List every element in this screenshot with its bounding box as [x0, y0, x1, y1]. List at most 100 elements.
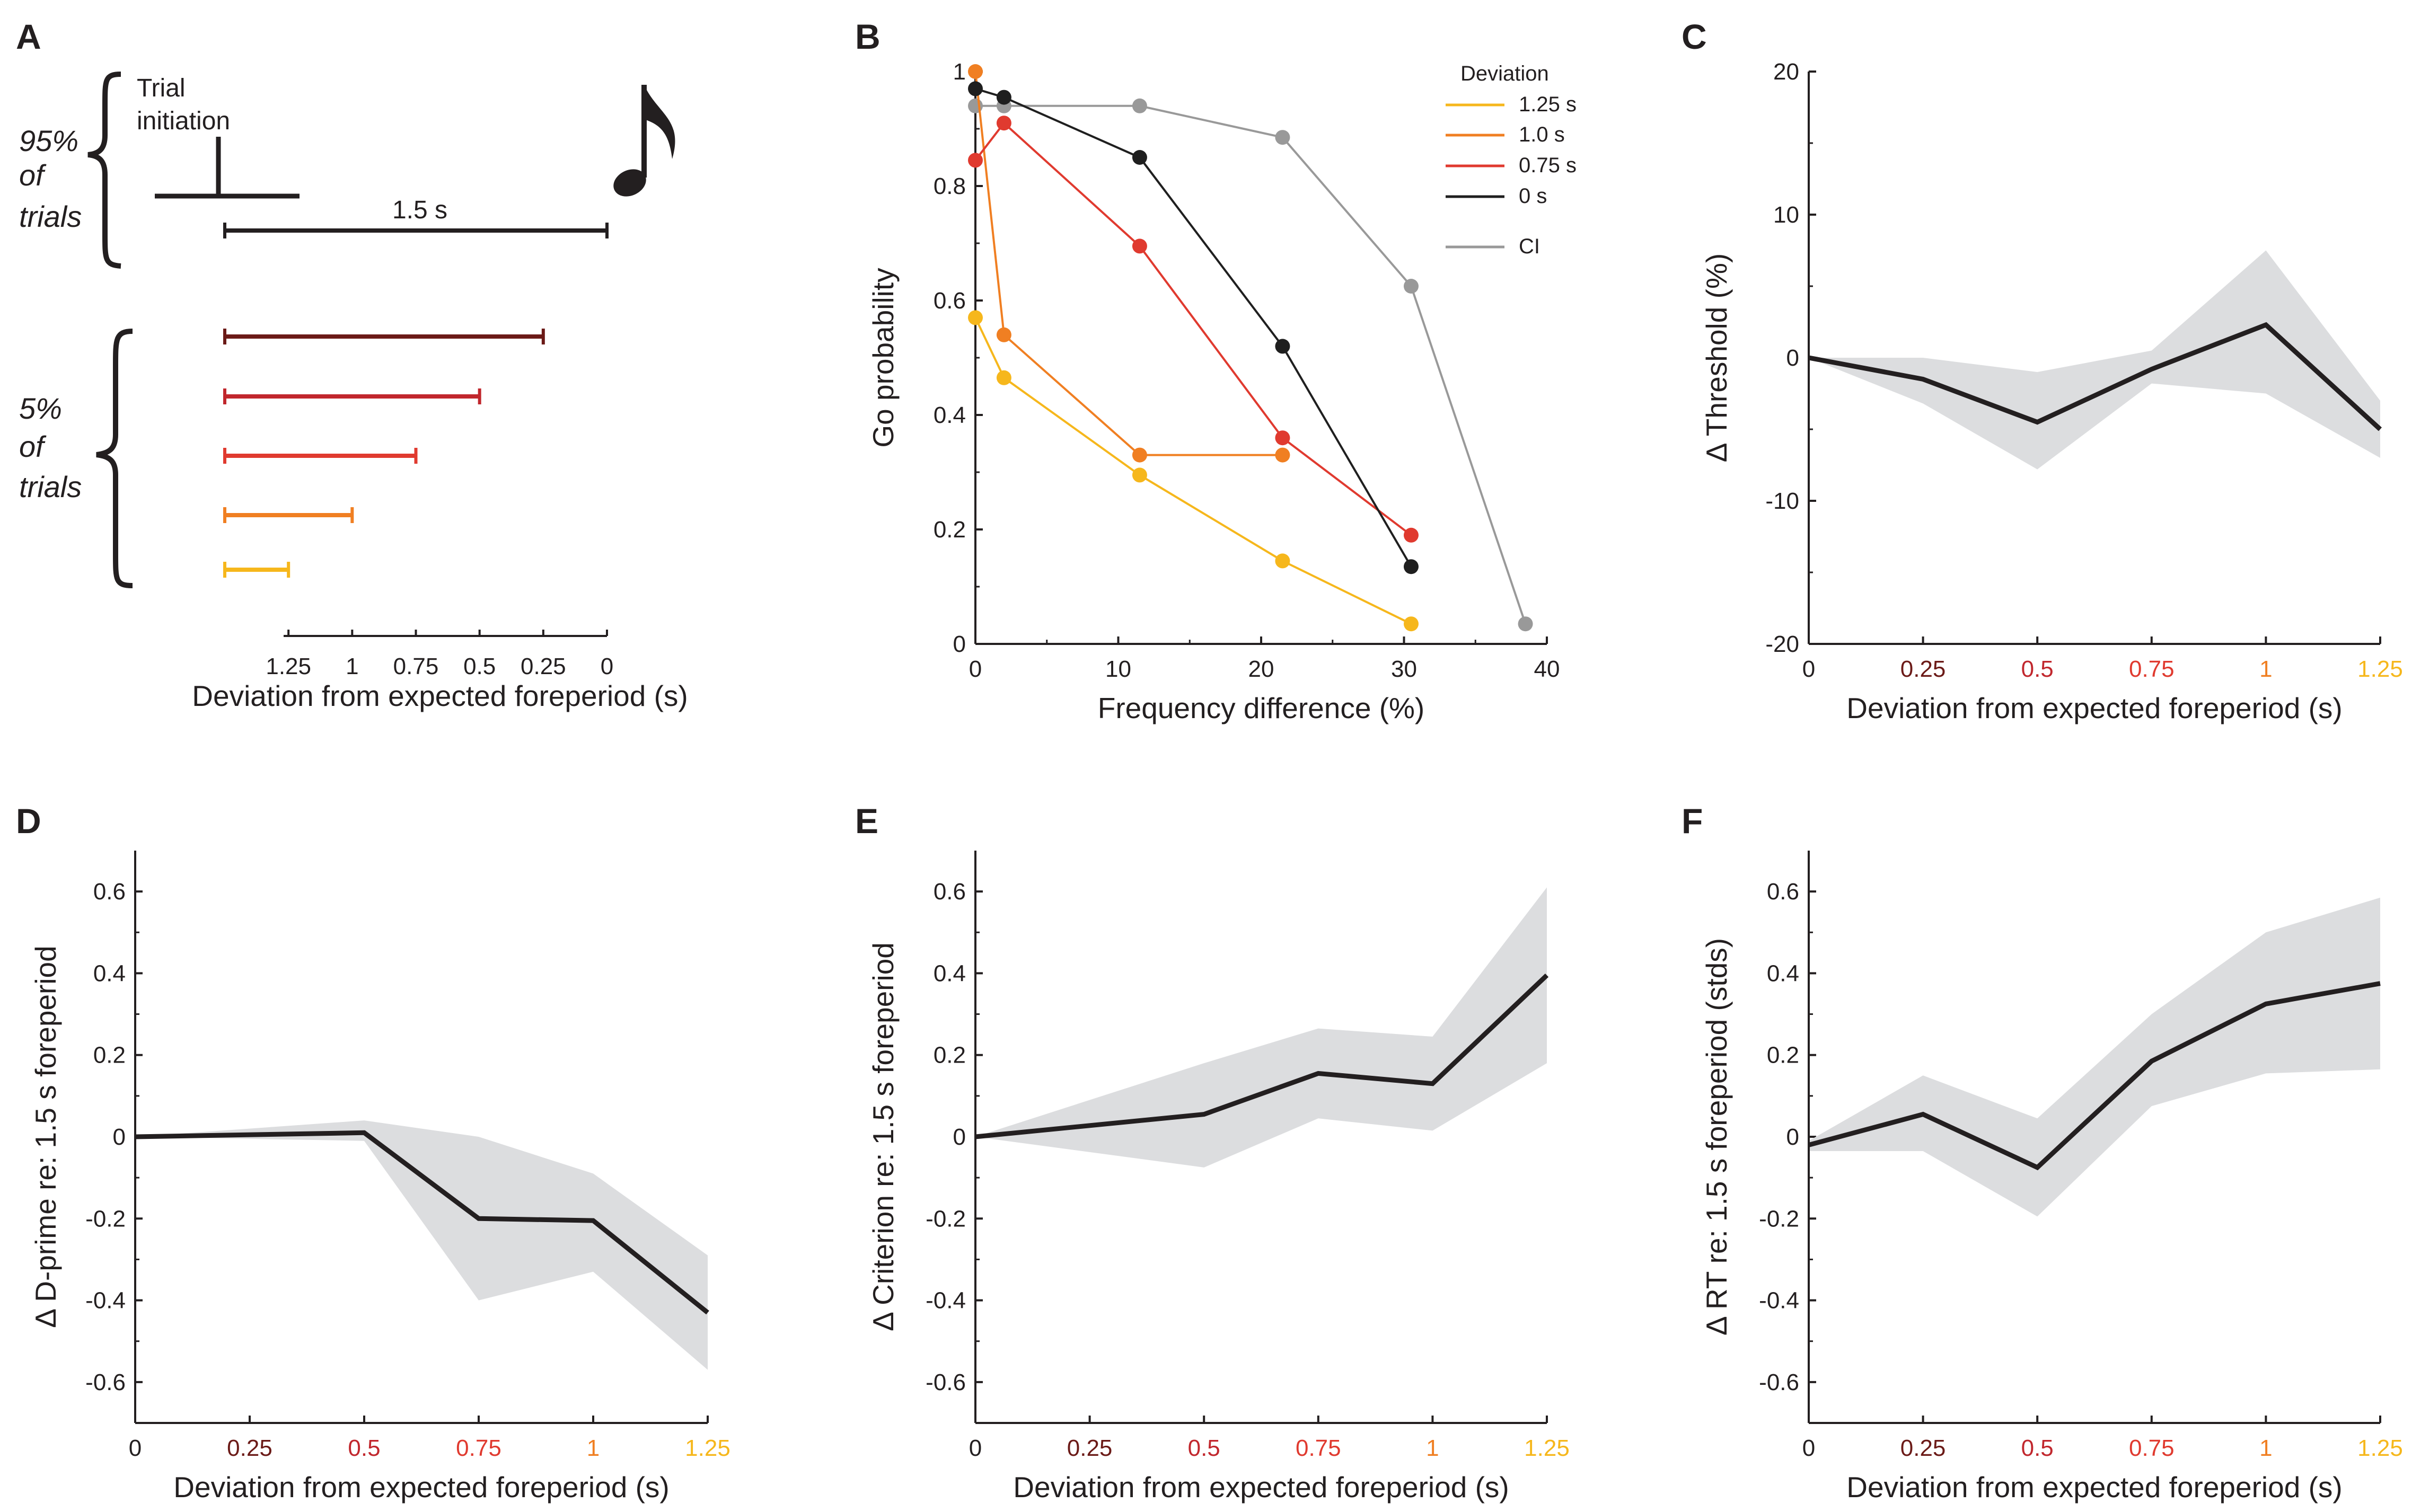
y-axis-label: Go probability: [867, 268, 900, 448]
panel-a-tick-label: 1.25: [266, 653, 311, 679]
series-line: [975, 87, 1412, 568]
x-tick-label: 0.25: [1067, 1435, 1113, 1461]
y-tick-label: 20: [1773, 59, 1799, 85]
panel-letter: E: [855, 801, 878, 841]
x-tick-label: 0: [1802, 656, 1815, 682]
x-tick-label: 1: [1426, 1435, 1439, 1461]
data-point: [968, 153, 983, 168]
y-tick-label: 10: [1773, 202, 1799, 228]
y-tick-label: 0.4: [93, 960, 126, 986]
group5-line1: 5%: [19, 392, 62, 425]
panel-letter: D: [16, 801, 41, 841]
data-point: [1403, 527, 1419, 543]
legend-title: Deviation: [1460, 62, 1549, 85]
x-tick-label: 1: [587, 1435, 600, 1461]
legend-label: 0 s: [1519, 184, 1547, 208]
confidence-band: [1809, 250, 2380, 470]
x-tick-label: 0.75: [2129, 1435, 2175, 1461]
music-note-icon: [613, 85, 675, 197]
data-point: [1132, 238, 1147, 254]
data-point: [1275, 447, 1290, 463]
x-axis-label: Deviation from expected foreperiod (s): [1013, 1471, 1509, 1504]
series-line: [975, 104, 1527, 624]
mean-line: [135, 1130, 709, 1315]
x-tick-label: 0.5: [2021, 656, 2054, 682]
x-tick-label: 1.25: [685, 1435, 730, 1461]
data-point: [996, 90, 1011, 105]
data-point: [996, 116, 1011, 131]
group95-line2: of: [19, 158, 47, 192]
x-tick-label: 30: [1391, 656, 1417, 682]
foreperiod-label: 1.5 s: [392, 196, 447, 224]
y-tick-label: 0.4: [934, 960, 966, 986]
data-point: [1403, 559, 1419, 574]
y-tick-label: 0: [953, 631, 966, 657]
x-tick-label: 40: [1534, 656, 1560, 682]
x-tick-label: 0.75: [1296, 1435, 1341, 1461]
x-tick-label: 1.25: [2357, 1435, 2403, 1461]
data-point: [1275, 553, 1290, 569]
trial-initiation-line2: initiation: [137, 107, 230, 135]
y-tick-label: -10: [1765, 488, 1799, 514]
data-point: [1132, 467, 1147, 483]
y-tick-label: 0.6: [93, 879, 126, 905]
group95-line3: trials: [19, 200, 82, 233]
x-tick-label: 0.5: [1188, 1435, 1220, 1461]
x-tick-label: 0.75: [456, 1435, 501, 1461]
deviation-bars: [223, 329, 545, 578]
y-tick-label: 0.2: [934, 1042, 966, 1068]
data-point: [1132, 447, 1147, 463]
x-tick-label: 10: [1105, 656, 1131, 682]
x-axis-label: Deviation from expected foreperiod (s): [1846, 692, 2342, 724]
data-point: [1132, 98, 1147, 113]
panel-a-tick-label: 0: [601, 653, 613, 679]
y-tick-label: 0.6: [934, 288, 966, 314]
data-point: [1403, 616, 1419, 632]
confidence-band: [1809, 897, 2380, 1217]
x-tick-label: 0: [969, 1435, 982, 1461]
y-tick-label: 0: [953, 1124, 966, 1150]
mean-line: [975, 974, 1549, 1139]
legend-label: 1.0 s: [1519, 123, 1565, 146]
series-line: [974, 121, 1412, 536]
y-tick-label: -0.2: [1759, 1206, 1799, 1232]
x-tick-label: 1.25: [1524, 1435, 1570, 1461]
x-tick-label: 0.75: [2129, 656, 2175, 682]
panel-a-tick-label: 0.25: [521, 653, 566, 679]
y-tick-label: -0.4: [1759, 1288, 1799, 1314]
panel-letter: B: [855, 17, 881, 56]
x-tick-label: 0.5: [2021, 1435, 2054, 1461]
y-tick-label: -20: [1765, 631, 1799, 657]
data-point: [1403, 279, 1419, 294]
x-tick-label: 0: [1802, 1435, 1815, 1461]
panel-d: -0.6 -0.4 -0.2 0 0.2 0.4 0.6 0 0.25 0.5 0.75 1 1.25 D…: [16, 801, 730, 1504]
group5-line3: trials: [19, 470, 82, 503]
data-point: [996, 370, 1011, 385]
data-point: [1275, 339, 1290, 354]
x-tick-label: 20: [1248, 656, 1274, 682]
series-line: [974, 71, 1283, 456]
y-tick-label: 0.8: [934, 173, 966, 199]
data-point: [1132, 150, 1147, 165]
data-point: [1275, 430, 1290, 446]
y-tick-label: -0.4: [926, 1288, 966, 1314]
x-tick-label: 0: [129, 1435, 142, 1461]
panel-f: -0.6 -0.4 -0.2 0 0.2 0.4 0.6 0 0.25 0.5 0.75 1 1.25 D…: [1682, 801, 2403, 1504]
y-tick-label: 0.2: [1767, 1042, 1799, 1068]
panel-a-ticks: 1.25 1 0.75 0.5 0.25 0: [266, 630, 613, 679]
mean-line: [1808, 322, 2382, 431]
y-axis-label: Δ Criterion re: 1.5 s foreperiod: [867, 942, 900, 1331]
mean-line: [1808, 981, 2381, 1171]
panel-a-xlabel: Deviation from expected foreperiod (s): [192, 679, 688, 712]
brace-5: [96, 329, 133, 588]
series-line: [974, 317, 1412, 625]
x-axis-label: Deviation from expected foreperiod (s): [1846, 1471, 2342, 1504]
trial-initiation-line1: Trial: [137, 74, 186, 102]
panel-c: -20 -10 0 10 20 0 0.25 0.5 0.75 1 1.25 Deviation fr…: [1682, 17, 2403, 724]
panel-a: A 95% of trials 5% of trials Trial initi…: [16, 17, 688, 712]
group5-line2: of: [19, 430, 47, 463]
brace-95: [87, 72, 121, 269]
x-tick-label: 0.25: [1900, 1435, 1946, 1461]
data-point: [1518, 616, 1533, 632]
